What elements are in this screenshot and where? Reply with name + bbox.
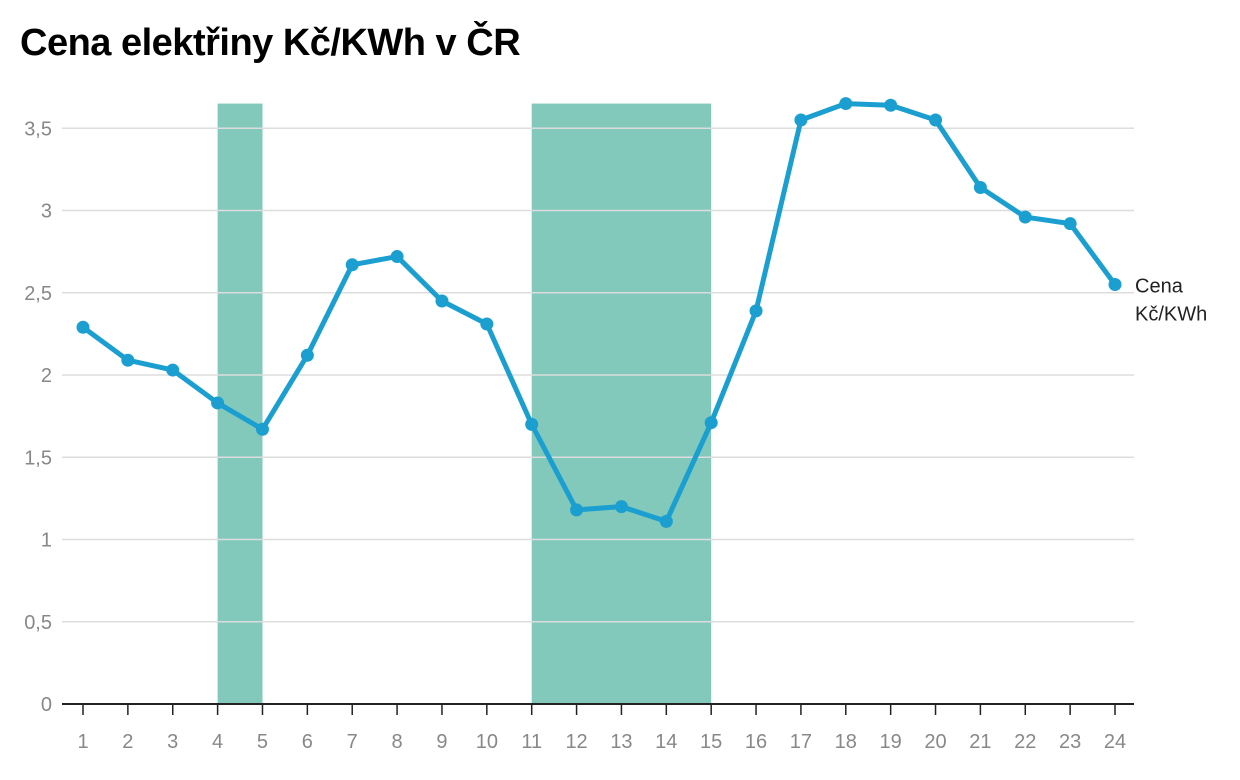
y-tick-label: 3	[41, 201, 52, 223]
x-tick-label: 24	[1104, 731, 1126, 753]
series-label-group: Cena Kč/KWh	[1135, 276, 1207, 326]
x-tick-label: 3	[167, 731, 178, 753]
x-tick-label: 18	[835, 731, 857, 753]
x-tick-label: 19	[880, 731, 902, 753]
data-point	[659, 514, 673, 528]
x-tick-label: 15	[700, 731, 722, 753]
x-tick-label: 9	[436, 731, 447, 753]
series-layer	[76, 97, 1122, 528]
data-point	[614, 500, 628, 514]
data-point	[794, 113, 808, 127]
data-point	[929, 113, 943, 127]
series-line	[80, 101, 1118, 524]
x-axis: 1 2 3 4 5 6 7 8 9 10 11 12 13 14 15 16 17 18 19 20 21 22 23 24	[62, 703, 1134, 753]
x-tick-label: 2	[122, 731, 133, 753]
x-tick-label: 23	[1059, 731, 1081, 753]
y-axis: 0 0,5 1 1,5 2 2,5 3 3,5	[24, 118, 52, 716]
data-point	[1018, 210, 1032, 224]
data-point	[211, 396, 225, 410]
y-tick-label: 1	[41, 530, 52, 552]
data-point	[839, 97, 853, 111]
x-tick-label: 21	[969, 731, 991, 753]
y-tick-label: 0,5	[24, 612, 52, 634]
x-tick-label: 5	[257, 731, 268, 753]
series-label: Cena	[1135, 276, 1184, 298]
data-point	[525, 417, 539, 431]
x-tick-label: 14	[655, 731, 677, 753]
x-tick-label: 10	[476, 731, 498, 753]
highlight-band	[217, 103, 263, 704]
data-point	[749, 304, 763, 318]
data-point	[345, 258, 359, 272]
y-tick-label: 3,5	[24, 118, 52, 140]
data-point	[166, 363, 180, 377]
data-point	[570, 503, 584, 517]
chart-title: Cena elektřiny Kč/KWh v ČR	[20, 22, 521, 64]
y-tick-label: 2	[41, 365, 52, 387]
x-tick-label: 1	[77, 731, 88, 753]
x-tick-label: 8	[392, 731, 403, 753]
data-point	[390, 250, 404, 264]
data-point	[255, 422, 269, 436]
data-point	[480, 317, 494, 331]
data-point	[1063, 217, 1077, 231]
data-point	[884, 98, 898, 112]
y-tick-label: 1,5	[24, 447, 52, 469]
x-tick-label: 6	[302, 731, 313, 753]
x-tick-label: 17	[790, 731, 812, 753]
data-point	[300, 348, 314, 362]
series-label: Kč/KWh	[1135, 304, 1207, 326]
data-point	[121, 353, 135, 367]
x-tick-label: 7	[347, 731, 358, 753]
x-tick-label: 22	[1014, 731, 1036, 753]
data-point	[1108, 278, 1122, 292]
y-tick-label: 0	[41, 694, 52, 716]
data-point	[435, 294, 449, 308]
x-tick-label: 4	[212, 731, 223, 753]
data-point	[704, 416, 718, 430]
y-tick-label: 2,5	[24, 283, 52, 305]
x-tick-label: 11	[521, 731, 542, 753]
data-point	[76, 320, 90, 334]
x-tick-label: 13	[610, 731, 632, 753]
x-tick-label: 16	[745, 731, 767, 753]
data-point	[973, 180, 987, 194]
highlight-bands	[217, 103, 712, 704]
highlight-band	[531, 103, 712, 704]
x-tick-label: 12	[565, 731, 587, 753]
grid-lines	[62, 127, 1134, 623]
x-tick-label: 20	[924, 731, 946, 753]
